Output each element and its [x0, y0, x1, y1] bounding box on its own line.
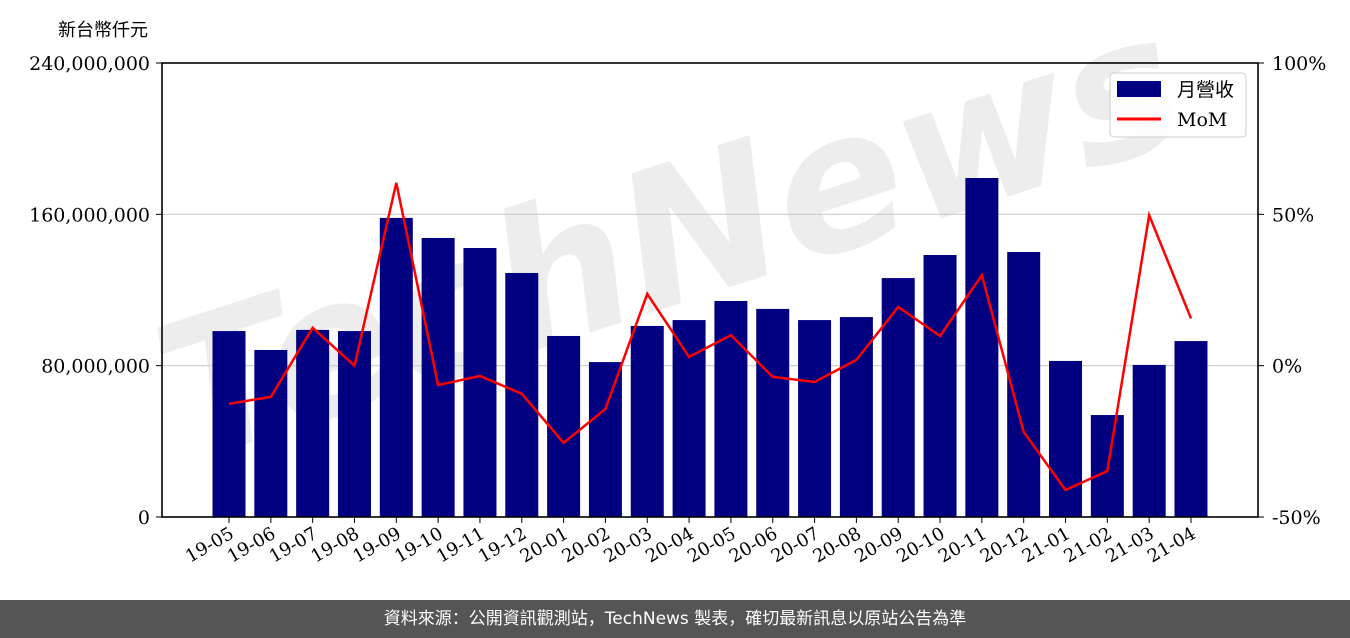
revenue-bar [254, 349, 288, 517]
right-tick-label: 0% [1272, 356, 1302, 378]
left-tick-label: 160,000,000 [29, 204, 150, 226]
revenue-bar [1174, 341, 1208, 517]
revenue-bar [630, 325, 664, 517]
y-axis-unit-label: 新台幣仟元 [58, 20, 148, 41]
legend: 月營收 MoM [1109, 72, 1247, 138]
revenue-bar [1132, 364, 1166, 517]
right-tick-label: 100% [1272, 53, 1326, 75]
revenue-bar [839, 317, 873, 517]
revenue-bar [588, 362, 622, 517]
revenue-bar [1049, 360, 1083, 517]
revenue-bar [672, 320, 706, 517]
revenue-bar [337, 331, 371, 517]
x-tick-label: 21-04 [1144, 523, 1199, 567]
legend-bar-swatch [1117, 81, 1161, 97]
source-footer: 資料來源：公開資訊觀測站，TechNews 製表，確切最新訊息以原站公告為準 [0, 600, 1350, 638]
revenue-bar [965, 178, 999, 517]
revenue-bar [1007, 251, 1041, 518]
left-tick-label: 80,000,000 [41, 356, 150, 378]
legend-label-revenue: 月營收 [1177, 79, 1234, 101]
revenue-bar [296, 329, 330, 517]
revenue-bar [714, 300, 748, 517]
mom-line [228, 182, 1193, 492]
revenue-bar [923, 255, 957, 518]
revenue-bar [379, 217, 413, 518]
revenue-bar [547, 335, 581, 517]
revenue-bar [421, 237, 455, 517]
right-tick-label: -50% [1272, 507, 1321, 529]
right-tick-label: 50% [1272, 204, 1314, 226]
left-tick-label: 0 [138, 507, 150, 529]
revenue-bar [463, 248, 497, 517]
plot-frame [161, 62, 1259, 518]
legend-label-mom: MoM [1177, 109, 1227, 131]
revenue-bar [212, 331, 246, 517]
revenue-bar [756, 308, 790, 517]
left-tick-label: 240,000,000 [29, 53, 150, 75]
revenue-bar [881, 278, 915, 517]
watermark-logo: TechNews [132, 0, 1207, 506]
revenue-bar [798, 320, 832, 517]
